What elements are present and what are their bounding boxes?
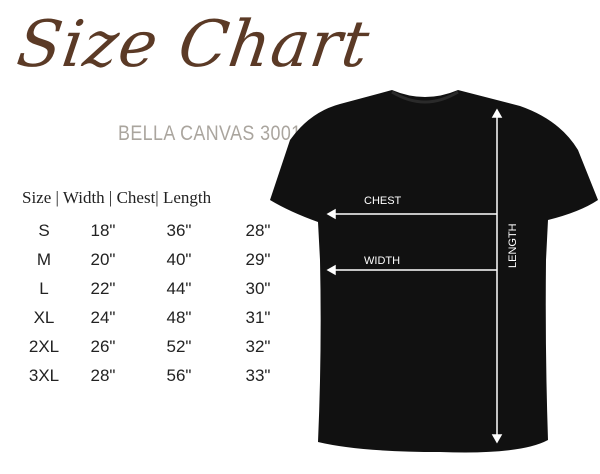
length-cell: 30" [245, 278, 271, 298]
subtitle: BELLA CANVAS 3001 [118, 122, 302, 145]
width-arrow-head [326, 264, 336, 276]
chest-cell: 36" [166, 220, 192, 240]
width-cell: 28" [90, 365, 116, 385]
length-arrow-head-bottom [491, 434, 503, 444]
chest-label: CHEST [364, 195, 402, 207]
chest-cell: 52" [166, 336, 192, 356]
tshirt-shape [270, 90, 598, 453]
size-cell: L [39, 278, 49, 298]
width-cell: 18" [90, 220, 116, 240]
length-cell: 33" [245, 365, 271, 385]
chest-cell: 44" [166, 278, 192, 298]
table-row: S 18" 36" 28" [22, 216, 298, 245]
size-cell: M [36, 249, 52, 269]
table-header: Size | Width | Chest| Length [22, 188, 212, 207]
length-arrow-head-top [491, 108, 503, 118]
size-cell: 3XL [28, 365, 60, 385]
length-cell: 31" [245, 307, 271, 327]
length-label: LENGTH [507, 223, 519, 268]
chest-cell: 40" [166, 249, 192, 269]
collar [391, 90, 459, 104]
width-label: WIDTH [364, 255, 400, 267]
chest-cell: 48" [166, 307, 192, 327]
width-cell: 26" [90, 336, 116, 356]
size-cell: 2XL [28, 336, 60, 356]
table-row: M 20" 40" 29" [22, 245, 298, 274]
size-table: Size | Width | Chest| Length S 18" 36" 28" M… [22, 188, 298, 390]
chest-cell: 56" [166, 365, 192, 385]
size-cell: S [38, 220, 50, 240]
width-cell: 24" [90, 307, 116, 327]
table-row: XL 24" 48" 31" [22, 303, 298, 332]
chest-arrow-head [326, 208, 336, 220]
table-row: 3XL 28" 56" 33" [22, 361, 298, 390]
table-row: L 22" 44" 30" [22, 274, 298, 303]
length-cell: 29" [245, 249, 271, 269]
width-cell: 22" [90, 278, 116, 298]
length-cell: 32" [245, 336, 271, 356]
table-row: 2XL 26" 52" 32" [22, 332, 298, 361]
length-cell: 28" [245, 220, 271, 240]
width-cell: 20" [90, 249, 116, 269]
size-cell: XL [33, 307, 55, 327]
